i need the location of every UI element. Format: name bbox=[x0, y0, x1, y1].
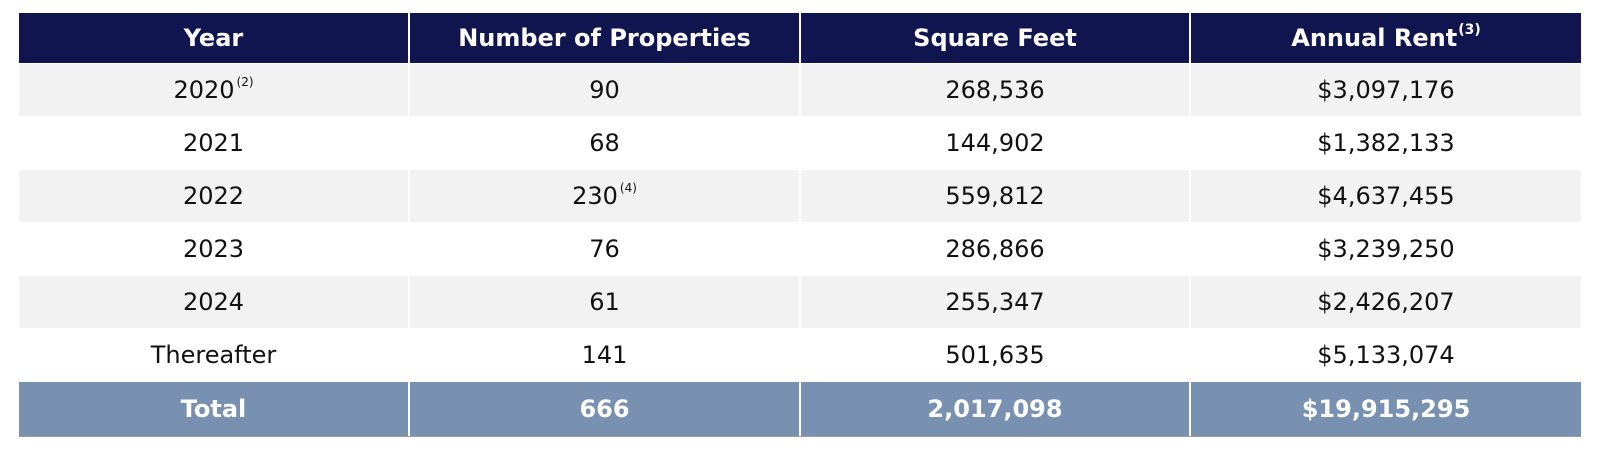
cell-square-feet-value: 559,812 bbox=[945, 182, 1045, 210]
table-row: Thereafter 141 501,635 $5,133,074 bbox=[19, 328, 1581, 382]
cell-annual-rent: $5,133,074 bbox=[1189, 328, 1581, 382]
cell-year-value: 2020 bbox=[173, 76, 235, 104]
cell-properties-value: 90 bbox=[589, 76, 620, 104]
cell-properties-value: 68 bbox=[589, 129, 620, 157]
table-row: 2023 76 286,866 $3,239,250 bbox=[19, 222, 1581, 276]
cell-annual-rent-value: $3,239,250 bbox=[1317, 235, 1455, 263]
column-header-properties: Number of Properties bbox=[408, 13, 801, 64]
cell-year-value: Thereafter bbox=[150, 341, 277, 369]
cell-annual-rent: $2,426,207 bbox=[1189, 275, 1581, 329]
lease-expiration-table: Year Number of Properties Square Feet An… bbox=[19, 13, 1581, 436]
total-properties: 666 bbox=[408, 381, 801, 436]
cell-properties: 61 bbox=[408, 275, 801, 329]
cell-square-feet: 144,902 bbox=[799, 116, 1191, 170]
cell-year: Thereafter bbox=[19, 328, 410, 382]
cell-year-value: 2021 bbox=[182, 129, 245, 157]
cell-year: 2022 bbox=[19, 169, 410, 223]
cell-annual-rent: $3,239,250 bbox=[1189, 222, 1581, 276]
column-header-square-feet: Square Feet bbox=[799, 13, 1191, 64]
column-header-year: Year bbox=[19, 13, 410, 64]
bottom-divider bbox=[19, 436, 1581, 437]
footnote-marker: (2) bbox=[236, 75, 254, 89]
cell-square-feet: 255,347 bbox=[799, 275, 1191, 329]
cell-annual-rent: $1,382,133 bbox=[1189, 116, 1581, 170]
cell-properties: 230 (4) bbox=[408, 169, 801, 223]
cell-annual-rent: $3,097,176 bbox=[1189, 63, 1581, 117]
cell-square-feet-value: 268,536 bbox=[945, 76, 1045, 104]
cell-properties-value: 61 bbox=[589, 288, 620, 316]
total-annual-rent: $19,915,295 bbox=[1189, 381, 1581, 436]
cell-properties: 90 bbox=[408, 63, 801, 117]
column-header-annual-rent: Annual Rent(3) bbox=[1189, 13, 1581, 64]
table-row: 2021 68 144,902 $1,382,133 bbox=[19, 116, 1581, 170]
total-square-feet: 2,017,098 bbox=[799, 381, 1191, 436]
cell-square-feet-value: 501,635 bbox=[945, 341, 1045, 369]
cell-properties: 141 bbox=[408, 328, 801, 382]
table-header-row: Year Number of Properties Square Feet An… bbox=[19, 13, 1581, 64]
cell-year-value: 2023 bbox=[182, 235, 245, 263]
cell-properties: 76 bbox=[408, 222, 801, 276]
cell-square-feet: 501,635 bbox=[799, 328, 1191, 382]
cell-properties-value: 76 bbox=[589, 235, 620, 263]
cell-properties-value: 230 bbox=[572, 182, 618, 210]
cell-annual-rent-value: $4,637,455 bbox=[1317, 182, 1455, 210]
cell-annual-rent: $4,637,455 bbox=[1189, 169, 1581, 223]
table-row: 2020 (2) 90 268,536 $3,097,176 bbox=[19, 63, 1581, 117]
cell-year: 2020 (2) bbox=[19, 63, 410, 117]
cell-year: 2021 bbox=[19, 116, 410, 170]
cell-annual-rent-value: $2,426,207 bbox=[1317, 288, 1455, 316]
cell-square-feet-value: 286,866 bbox=[945, 235, 1045, 263]
cell-annual-rent-value: $3,097,176 bbox=[1317, 76, 1455, 104]
total-label: Total bbox=[19, 381, 410, 436]
footnote-marker: (4) bbox=[619, 181, 637, 195]
cell-square-feet-value: 144,902 bbox=[945, 129, 1045, 157]
cell-year-value: 2022 bbox=[182, 182, 245, 210]
cell-square-feet: 268,536 bbox=[799, 63, 1191, 117]
cell-year: 2023 bbox=[19, 222, 410, 276]
lease-expiration-table-container: Year Number of Properties Square Feet An… bbox=[19, 13, 1581, 436]
cell-square-feet: 559,812 bbox=[799, 169, 1191, 223]
cell-properties: 68 bbox=[408, 116, 801, 170]
cell-year-value: 2024 bbox=[182, 288, 245, 316]
total-row: Total 666 2,017,098 $19,915,295 bbox=[19, 381, 1581, 436]
cell-year: 2024 bbox=[19, 275, 410, 329]
table-row: 2024 61 255,347 $2,426,207 bbox=[19, 275, 1581, 329]
cell-properties-value: 141 bbox=[581, 341, 628, 369]
cell-square-feet: 286,866 bbox=[799, 222, 1191, 276]
cell-annual-rent-value: $1,382,133 bbox=[1317, 129, 1455, 157]
cell-annual-rent-value: $5,133,074 bbox=[1317, 341, 1455, 369]
footnote-marker: (3) bbox=[1458, 22, 1481, 38]
cell-square-feet-value: 255,347 bbox=[945, 288, 1045, 316]
table-body: 2020 (2) 90 268,536 $3,097,176 2021 68 144,902 $… bbox=[19, 63, 1581, 382]
table-row: 2022 230 (4) 559,812 $4,637,455 bbox=[19, 169, 1581, 223]
